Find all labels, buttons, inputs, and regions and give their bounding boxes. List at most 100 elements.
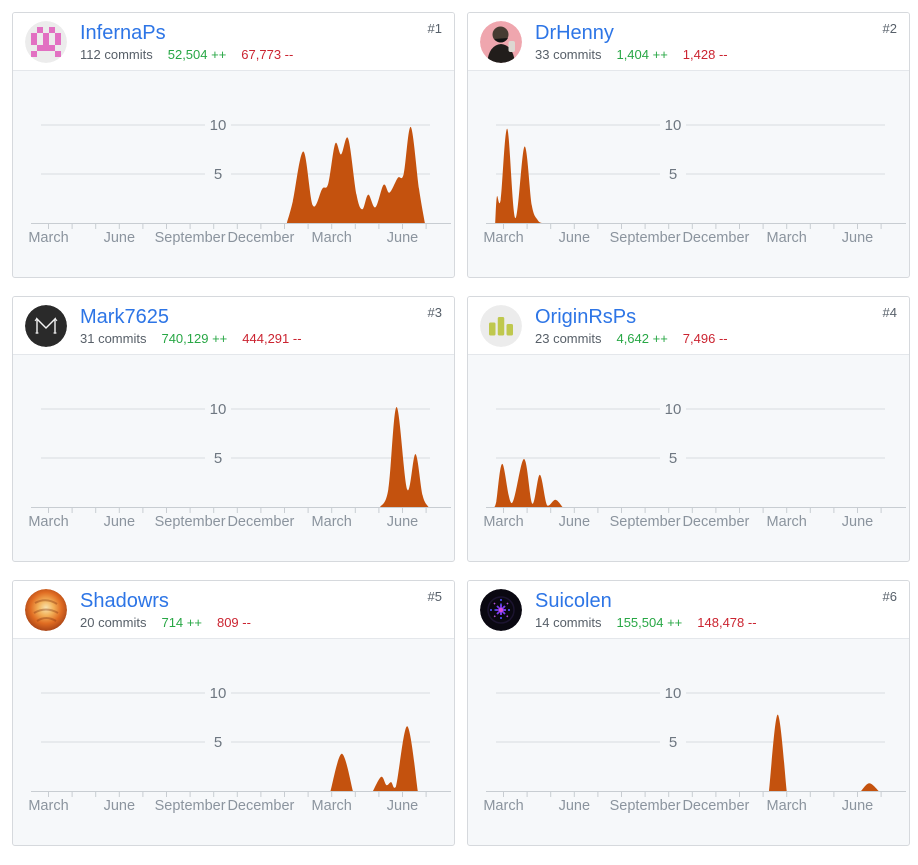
contributor-name-link[interactable]: DrHenny [535, 22, 614, 44]
svg-text:September: September [610, 798, 681, 814]
stats-line: 31 commits 740,129 ++ 444,291 -- [80, 331, 302, 346]
svg-text:March: March [28, 798, 68, 814]
svg-text:5: 5 [669, 166, 677, 183]
svg-text:10: 10 [210, 401, 227, 418]
identity-block: Shadowrs 20 commits 714 ++ 809 -- [80, 589, 251, 630]
commit-graph: 10 5 March June September December March June [468, 71, 909, 277]
svg-text:March: March [483, 230, 523, 246]
card-header: Shadowrs 20 commits 714 ++ 809 -- #5 [13, 581, 454, 639]
svg-text:December: December [682, 798, 749, 814]
svg-text:5: 5 [214, 166, 222, 183]
svg-text:June: June [387, 514, 418, 530]
svg-text:September: September [610, 230, 681, 246]
contributor-name-link[interactable]: Shadowrs [80, 590, 169, 612]
additions-count: 1,404 ++ [616, 47, 668, 62]
svg-text:June: June [842, 514, 873, 530]
contributor-name-link[interactable]: Suicolen [535, 590, 612, 612]
avatar[interactable] [25, 304, 67, 347]
svg-text:June: June [104, 798, 135, 814]
contributor-name-link[interactable]: InfernaPs [80, 22, 166, 44]
rank-badge: #5 [427, 589, 442, 604]
stats-line: 23 commits 4,642 ++ 7,496 -- [535, 331, 728, 346]
rank-badge: #6 [882, 589, 897, 604]
stats-line: 14 commits 155,504 ++ 148,478 -- [535, 615, 757, 630]
additions-count: 714 ++ [161, 615, 202, 630]
rank-badge: #4 [882, 305, 897, 320]
identity-block: OriginRsPs 23 commits 4,642 ++ 7,496 -- [535, 305, 728, 346]
additions-count: 52,504 ++ [167, 47, 227, 62]
contributor-card: OriginRsPs 23 commits 4,642 ++ 7,496 -- … [467, 296, 910, 562]
avatar[interactable] [25, 20, 67, 63]
svg-text:March: March [767, 514, 807, 530]
deletions-count: 148,478 -- [697, 615, 757, 630]
svg-text:March: March [28, 514, 68, 530]
stats-line: 33 commits 1,404 ++ 1,428 -- [535, 47, 728, 62]
commit-graph: 10 5 March June September December March June [468, 355, 909, 561]
svg-text:December: December [682, 230, 749, 246]
svg-text:December: December [227, 514, 294, 530]
deletions-count: 444,291 -- [242, 331, 302, 346]
svg-text:10: 10 [210, 685, 227, 702]
svg-text:5: 5 [669, 450, 677, 467]
commit-graph: 10 5 March June September December March June [468, 639, 909, 845]
svg-text:December: December [227, 230, 294, 246]
svg-text:June: June [559, 230, 590, 246]
svg-text:March: March [483, 798, 523, 814]
svg-text:June: June [387, 230, 418, 246]
svg-text:March: March [28, 230, 68, 246]
deletions-count: 809 -- [216, 615, 251, 630]
avatar[interactable] [480, 588, 522, 631]
commit-count: 31 commits [80, 331, 147, 346]
svg-text:10: 10 [665, 401, 682, 418]
commit-count: 33 commits [535, 47, 602, 62]
stats-line: 20 commits 714 ++ 809 -- [80, 615, 251, 630]
svg-text:March: March [312, 798, 352, 814]
additions-count: 740,129 ++ [161, 331, 228, 346]
card-header: Mark7625 31 commits 740,129 ++ 444,291 -… [13, 297, 454, 355]
avatar[interactable] [480, 304, 522, 347]
svg-text:September: September [610, 514, 681, 530]
commit-graph: 10 5 March June September December March June [13, 71, 454, 277]
svg-text:December: December [682, 514, 749, 530]
identity-block: Mark7625 31 commits 740,129 ++ 444,291 -… [80, 305, 302, 346]
svg-text:March: March [767, 230, 807, 246]
svg-text:March: March [767, 798, 807, 814]
svg-text:March: March [312, 230, 352, 246]
svg-text:September: September [155, 798, 226, 814]
svg-text:10: 10 [665, 117, 682, 134]
svg-text:June: June [387, 798, 418, 814]
contributor-card: DrHenny 33 commits 1,404 ++ 1,428 -- #2 … [467, 12, 910, 278]
contributor-card: Shadowrs 20 commits 714 ++ 809 -- #5 10 5… [12, 580, 455, 846]
svg-text:June: June [559, 514, 590, 530]
card-header: Suicolen 14 commits 155,504 ++ 148,478 -… [468, 581, 909, 639]
identity-block: DrHenny 33 commits 1,404 ++ 1,428 -- [535, 21, 728, 62]
identity-block: InfernaPs 112 commits 52,504 ++ 67,773 -… [80, 21, 293, 62]
rank-badge: #2 [882, 21, 897, 36]
stats-line: 112 commits 52,504 ++ 67,773 -- [80, 47, 293, 62]
commit-graph: 10 5 March June September December March June [13, 639, 454, 845]
svg-text:10: 10 [210, 117, 227, 134]
avatar[interactable] [25, 588, 67, 631]
avatar[interactable] [480, 20, 522, 63]
commit-count: 14 commits [535, 615, 602, 630]
svg-text:June: June [104, 230, 135, 246]
svg-text:5: 5 [214, 450, 222, 467]
commit-count: 20 commits [80, 615, 147, 630]
svg-text:June: June [559, 798, 590, 814]
svg-text:June: June [842, 230, 873, 246]
svg-text:December: December [227, 798, 294, 814]
svg-text:March: March [483, 514, 523, 530]
card-header: OriginRsPs 23 commits 4,642 ++ 7,496 -- … [468, 297, 909, 355]
contributor-name-link[interactable]: OriginRsPs [535, 306, 637, 328]
commit-count: 23 commits [535, 331, 602, 346]
commit-graph: 10 5 March June September December March June [13, 355, 454, 561]
svg-text:10: 10 [665, 685, 682, 702]
svg-text:5: 5 [214, 734, 222, 751]
deletions-count: 67,773 -- [241, 47, 294, 62]
additions-count: 4,642 ++ [616, 331, 668, 346]
identity-block: Suicolen 14 commits 155,504 ++ 148,478 -… [535, 589, 757, 630]
card-header: DrHenny 33 commits 1,404 ++ 1,428 -- #2 [468, 13, 909, 71]
additions-count: 155,504 ++ [616, 615, 683, 630]
contributor-name-link[interactable]: Mark7625 [80, 306, 169, 328]
